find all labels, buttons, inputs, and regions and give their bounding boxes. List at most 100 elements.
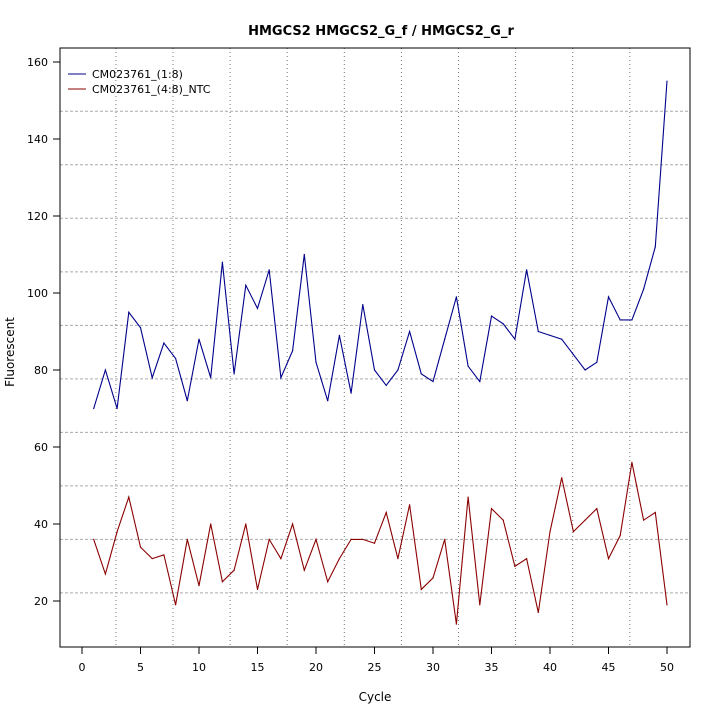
data-point-1	[151, 558, 153, 560]
data-point-0	[245, 284, 247, 286]
data-point-0	[93, 407, 95, 410]
data-point-1	[596, 508, 598, 510]
data-point-0	[128, 311, 130, 313]
data-point-1	[397, 558, 399, 560]
data-point-0	[233, 373, 235, 375]
data-point-1	[292, 523, 294, 525]
y-tick-label: 20	[34, 595, 48, 608]
grid	[60, 48, 690, 647]
x-tick-label: 20	[309, 661, 323, 674]
data-point-1	[116, 531, 118, 533]
data-point-0	[385, 384, 387, 386]
data-point-1	[245, 523, 247, 525]
data-point-1	[327, 581, 329, 583]
data-point-1	[526, 558, 528, 560]
data-point-0	[186, 400, 188, 402]
y-tick-label: 160	[27, 56, 48, 69]
x-tick-label: 15	[251, 661, 265, 674]
data-point-0	[292, 350, 294, 352]
data-point-1	[303, 569, 305, 571]
data-point-0	[139, 327, 142, 329]
x-tick-label: 40	[543, 661, 557, 674]
data-point-0	[502, 323, 504, 325]
data-point-1	[373, 542, 376, 544]
data-point-1	[362, 538, 364, 541]
data-point-0	[444, 338, 446, 340]
data-point-0	[362, 303, 364, 306]
data-point-1	[280, 558, 282, 560]
data-point-1	[654, 511, 656, 514]
data-point-0	[584, 369, 586, 371]
data-point-0	[315, 361, 317, 363]
x-tick-label: 35	[485, 661, 499, 674]
x-tick-label: 50	[660, 661, 674, 674]
x-axis-label: Cycle	[359, 690, 392, 704]
x-tick-label: 5	[137, 661, 144, 674]
data-point-1	[455, 623, 457, 625]
data-point-1	[233, 569, 235, 571]
plot-frame	[59, 47, 691, 648]
data-point-0	[432, 380, 434, 383]
data-point-1	[666, 604, 668, 606]
data-point-1	[444, 538, 446, 541]
data-point-1	[643, 519, 645, 521]
data-point-0	[350, 392, 352, 394]
data-point-0	[221, 261, 223, 263]
data-point-0	[280, 377, 282, 379]
data-point-0	[631, 319, 633, 321]
data-point-1	[490, 508, 493, 510]
data-point-1	[338, 558, 340, 560]
data-point-0	[338, 334, 340, 336]
data-point-1	[467, 496, 469, 498]
data-point-0	[619, 319, 621, 321]
data-point-0	[537, 330, 539, 333]
data-point-1	[549, 531, 551, 533]
data-point-1	[268, 538, 270, 541]
data-point-0	[175, 357, 177, 360]
data-point-1	[198, 585, 200, 587]
data-point-1	[432, 577, 434, 579]
y-tick-label: 80	[34, 364, 48, 377]
y-tick-label: 120	[27, 210, 48, 223]
data-point-0	[104, 369, 106, 371]
data-point-0	[397, 369, 399, 371]
data-point-0	[607, 296, 610, 298]
x-axis: 0 5 10 15 20 25 30 35 40 45 50	[79, 646, 674, 674]
data-point-1	[631, 461, 633, 463]
data-point-0	[490, 315, 493, 317]
data-point-1	[572, 531, 575, 533]
data-point-1	[561, 477, 563, 479]
data-point-0	[327, 400, 329, 402]
data-point-0	[643, 288, 645, 290]
data-point-0	[198, 338, 200, 340]
data-point-0	[455, 296, 457, 298]
series-line-1	[93, 462, 668, 625]
data-point-1	[502, 519, 504, 521]
legend: CM023761_(1:8) CM023761_(4:8)_NTC	[68, 68, 211, 96]
data-point-0	[596, 361, 598, 363]
data-point-0	[409, 330, 411, 333]
x-tick-label: 0	[79, 661, 86, 674]
legend-label-0: CM023761_(1:8)	[92, 68, 183, 81]
data-point-1	[315, 538, 317, 541]
y-tick-label: 40	[34, 518, 48, 531]
data-point-1	[584, 519, 586, 521]
data-point-0	[654, 246, 656, 248]
data-point-1	[350, 538, 352, 541]
y-axis-label: Fluorescent	[3, 317, 17, 387]
chart-title: HMGCS2 HMGCS2_G_f / HMGCS2_G_r	[248, 24, 514, 39]
data-point-1	[619, 534, 621, 537]
x-tick-label: 30	[426, 661, 440, 674]
y-tick-label: 60	[34, 441, 48, 454]
data-point-1	[537, 611, 539, 614]
data-point-0	[268, 269, 270, 271]
data-point-0	[151, 377, 153, 379]
data-point-0	[420, 373, 422, 375]
data-point-1	[163, 554, 165, 556]
data-point-0	[514, 338, 516, 340]
data-point-0	[549, 334, 551, 336]
data-point-0	[210, 377, 212, 379]
data-point-0	[163, 342, 165, 344]
series-lines	[93, 80, 668, 625]
